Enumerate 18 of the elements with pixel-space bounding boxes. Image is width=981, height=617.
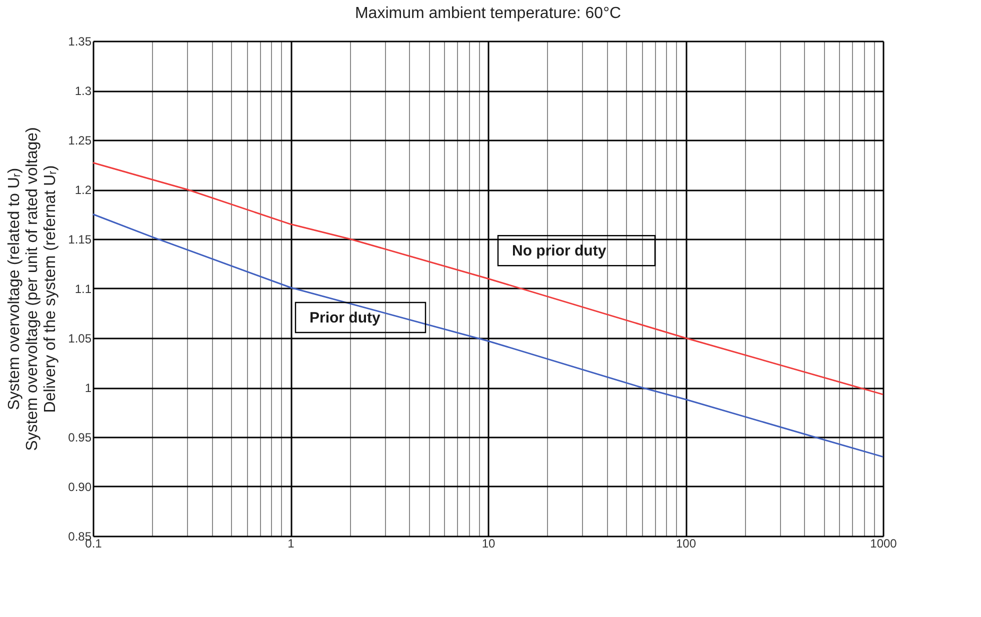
- x-tick-label: 1: [288, 536, 295, 550]
- y-tick-label: 1.2: [74, 183, 92, 197]
- series-label: Prior duty: [310, 310, 381, 327]
- chart-title: Maximum ambient temperature: 60°C: [354, 5, 622, 22]
- x-tick-label: 10: [482, 536, 496, 550]
- y-tick-label: 1.25: [68, 134, 92, 148]
- y-tick-label: 1: [84, 381, 92, 395]
- y-tick-label: 0.90: [68, 480, 92, 494]
- y-tick-label: 1.35: [68, 34, 92, 48]
- x-tick-label: 100: [676, 536, 696, 550]
- y-axis-title: System overvoltage (related to Uᵣ) System overvoltage (per unit of rated voltage) Delivery of the system (refernat Uᵣ): [6, 127, 60, 451]
- series-label: No prior duty: [512, 242, 607, 260]
- y-tick-label: 1.15: [68, 232, 92, 246]
- y-tick-label: 0.95: [68, 430, 92, 444]
- x-tick-label: 1000: [870, 536, 898, 550]
- y-tick-label: 1.05: [68, 332, 92, 346]
- y-tick-label: 1.1: [74, 282, 92, 296]
- y-tick-label: 1.3: [74, 84, 92, 98]
